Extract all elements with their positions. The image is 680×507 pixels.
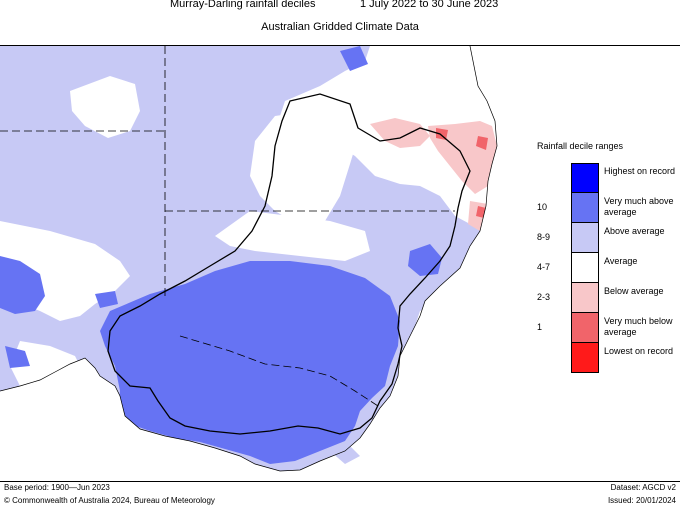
land-very-much-below-1	[436, 128, 448, 140]
land-average-lake	[70, 76, 140, 138]
state-border-nsw-vic	[179, 335, 379, 407]
land-very-much-above-west	[0, 256, 45, 314]
basin-outline	[107, 93, 471, 435]
title-row: Murray-Darling rainfall deciles 1 July 2…	[0, 0, 680, 14]
land-very-much-above-small-4	[340, 46, 368, 71]
land-very-much-above-small-3	[5, 346, 30, 368]
ocean-south	[0, 46, 680, 481]
issued-date: Issued: 20/01/2024	[607, 496, 676, 505]
land-average-center	[215, 211, 370, 261]
map-panel: Rainfall decile ranges Highest on record…	[0, 45, 680, 482]
map-period: 1 July 2022 to 30 June 2023	[360, 0, 499, 10]
land-very-much-above-south	[100, 261, 400, 464]
land-very-much-above-small-1	[95, 291, 118, 308]
decile-map	[0, 46, 680, 481]
map-subtitle: Australian Gridded Climate Data	[261, 21, 419, 33]
land-southeast-patch	[330, 446, 360, 464]
coastline	[0, 46, 498, 472]
base-period: Base period: 1900—Jun 2023	[4, 483, 110, 492]
dataset-label: Dataset: AGCD v2	[610, 483, 676, 492]
land-very-much-below-2	[476, 136, 488, 150]
copyright: © Commonwealth of Australia 2024, Bureau…	[4, 496, 215, 505]
map-title: Murray-Darling rainfall deciles	[170, 0, 316, 10]
